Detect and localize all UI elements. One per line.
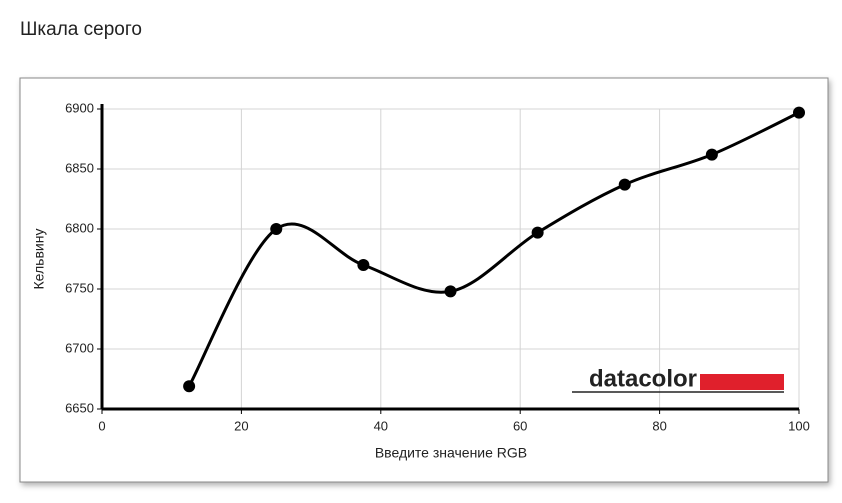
y-tick-label: 6650 xyxy=(65,400,94,415)
x-tick-label: 20 xyxy=(234,418,248,433)
data-point xyxy=(705,148,718,161)
x-tick-label: 0 xyxy=(98,418,105,433)
y-tick-label: 6900 xyxy=(65,100,94,115)
data-point xyxy=(618,178,631,191)
data-point xyxy=(357,259,370,271)
data-point xyxy=(793,106,805,119)
logo: datacolor xyxy=(589,365,697,392)
chart-frame xyxy=(19,77,829,483)
data-point xyxy=(270,223,283,235)
y-tick-label: 6850 xyxy=(65,160,94,175)
x-tick-label: 40 xyxy=(374,418,388,433)
y-tick-label: 6750 xyxy=(65,280,94,295)
y-tick-label: 6700 xyxy=(65,340,94,355)
y-axis-label: Кельвину xyxy=(31,229,47,290)
y-tick-label: 6800 xyxy=(65,220,94,235)
data-point xyxy=(444,285,457,298)
data-point xyxy=(183,380,196,393)
page-title: Шкала серого xyxy=(20,19,142,40)
x-tick-label: 80 xyxy=(652,418,666,433)
x-tick-label: 60 xyxy=(513,418,527,433)
logo-bar xyxy=(700,374,784,390)
x-tick-label: 100 xyxy=(788,418,810,433)
x-axis-label: Введите значение RGB xyxy=(375,445,527,461)
data-point xyxy=(531,226,544,239)
